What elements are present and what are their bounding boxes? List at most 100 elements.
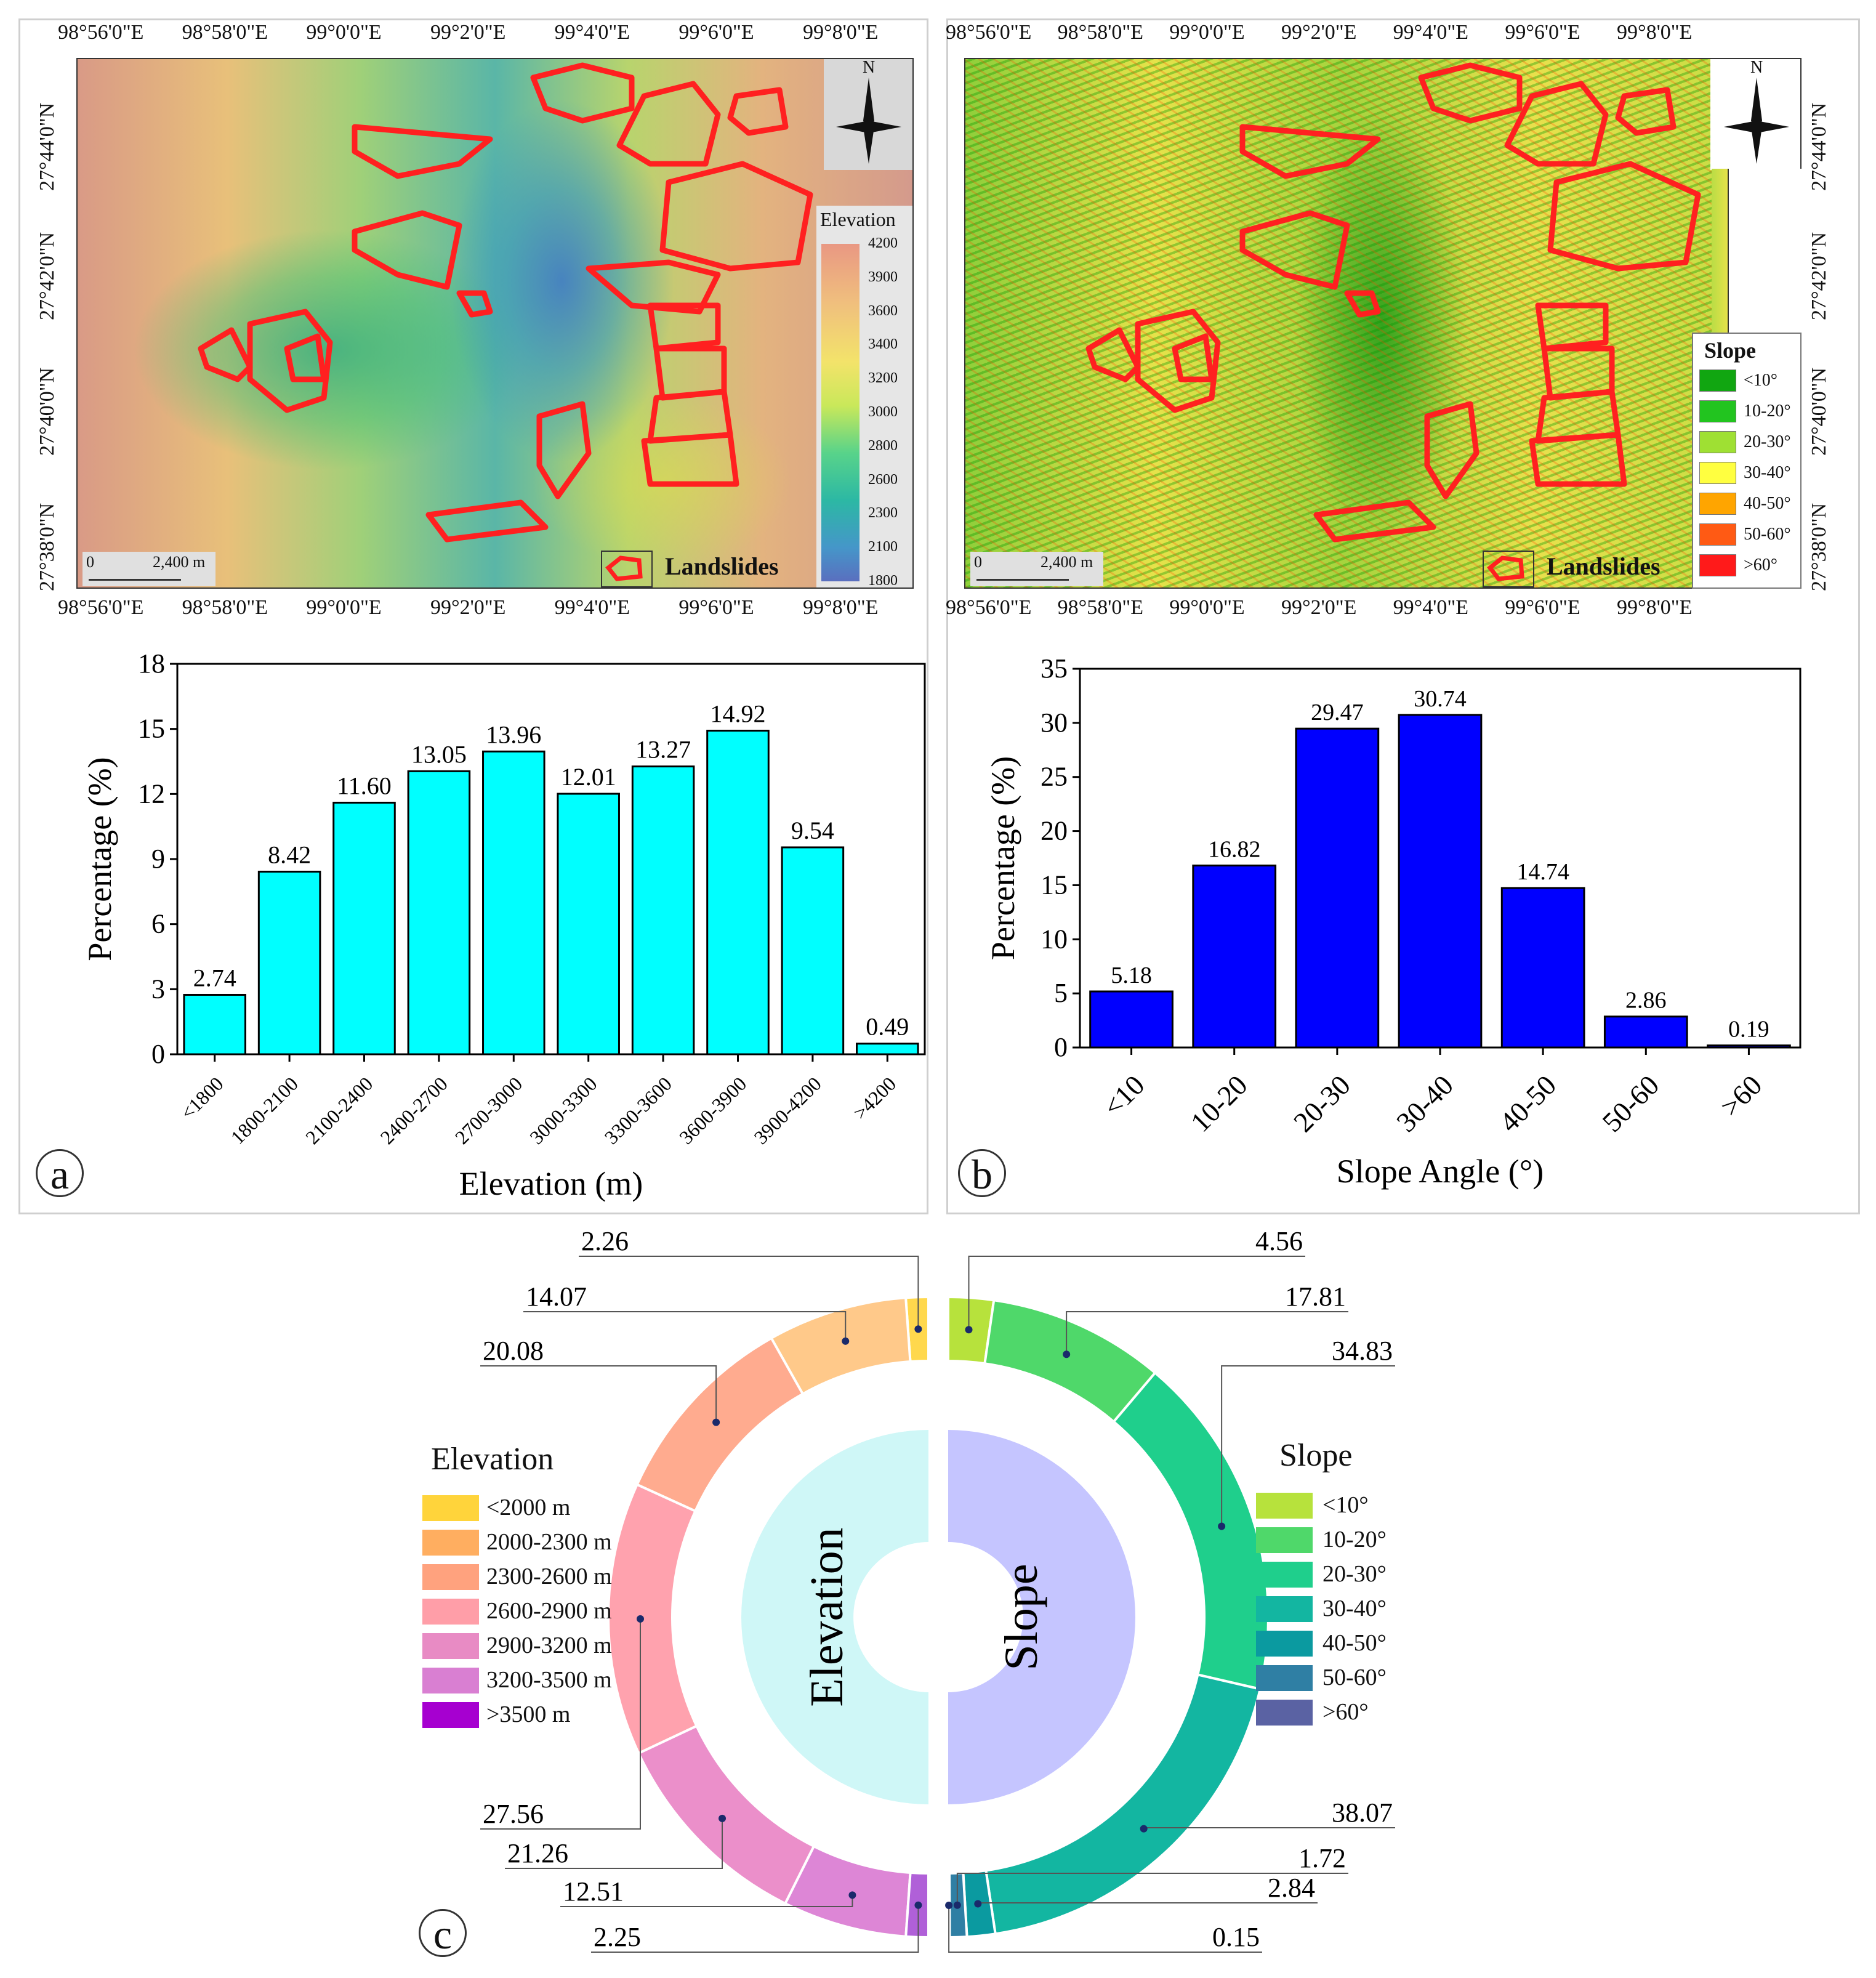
- bar: [706, 729, 770, 1056]
- panel-label-a: a: [36, 1149, 84, 1198]
- lon-tick-label-bottom: 99°4'0"E: [1393, 596, 1469, 619]
- bar: [1603, 1015, 1688, 1049]
- x-axis-title: Slope Angle (°): [1337, 1153, 1544, 1190]
- category-label: >60: [1715, 1069, 1768, 1123]
- bar: [1089, 990, 1174, 1049]
- landslide-polygon: [536, 401, 592, 499]
- lat-tick-label: 27°38'0"N: [1808, 503, 1830, 591]
- slope-legend-swatch: [1256, 1700, 1313, 1726]
- elevation-legend-value: 3200: [868, 370, 898, 387]
- lon-tick-label-top: 98°58'0"E: [1057, 21, 1144, 44]
- lon-tick-label-top: 99°4'0"E: [554, 21, 630, 44]
- slope-legend-swatch: [1256, 1493, 1313, 1519]
- category-label: 3300-3600: [600, 1072, 677, 1148]
- category-label: 20-30: [1287, 1069, 1356, 1138]
- left-leader-line: [560, 1895, 853, 1907]
- lon-tick-label-bottom: 98°58'0"E: [182, 596, 268, 619]
- scale-left: 0: [86, 553, 94, 571]
- slope-legend-label: 40-50°: [1322, 1630, 1387, 1656]
- category-label: <1800: [176, 1072, 227, 1123]
- bar-value-label: 5.18: [1111, 963, 1152, 988]
- landslide-polygon: [352, 124, 493, 179]
- lat-tick-label: 27°42'0"N: [1808, 232, 1830, 320]
- left-value-label: 2.25: [594, 1922, 641, 1952]
- panel-label-b: b: [958, 1149, 1006, 1198]
- bar-value-label: 13.27: [635, 736, 691, 764]
- north-label: N: [863, 58, 876, 77]
- right-leader-line: [968, 1256, 1305, 1330]
- y-tick-label: 9: [151, 844, 165, 874]
- right-value-label: 38.07: [1332, 1798, 1393, 1828]
- landslides-label: Landslides: [665, 552, 779, 580]
- right-leader-dot: [965, 1326, 973, 1334]
- slope-legend-label: 10-20°: [1322, 1527, 1387, 1552]
- slope-legend-label: >60°: [1744, 555, 1777, 575]
- bar: [1707, 1044, 1791, 1049]
- bar: [482, 750, 545, 1056]
- lon-tick-label-bottom: 98°58'0"E: [1057, 596, 1144, 619]
- left-value-label: 12.51: [563, 1876, 624, 1907]
- slope-legend-swatch: [1699, 462, 1736, 484]
- slope-legend-label: 50-60°: [1744, 525, 1791, 544]
- y-tick-label: 0: [151, 1039, 165, 1069]
- right-ring-segment: [1112, 1371, 1270, 1691]
- slope-legend: Slope <10° 10-20° 20-30° 30-40° 40-50° 50-60°…: [1692, 333, 1802, 589]
- category-label: <10: [1097, 1069, 1151, 1123]
- panel-label-c: c: [419, 1909, 467, 1958]
- y-tick-label: 5: [1054, 978, 1068, 1008]
- bar-value-label: 29.47: [1311, 700, 1364, 725]
- right-leader-dot: [945, 1901, 953, 1909]
- slope-legend-swatch: [1256, 1596, 1313, 1622]
- right-value-label: 4.56: [1255, 1226, 1303, 1256]
- elevation-core: [741, 1430, 928, 1804]
- landslide-symbol-icon: [1487, 555, 1524, 581]
- elevation-bar-chart: 0 3 6 9 12 15 18 2.74 <1800 8.42 1800-2100 11.60 210…: [81, 648, 926, 1202]
- elevation-legend-value: 3600: [868, 302, 898, 319]
- lon-tick-label-top: 99°8'0"E: [1617, 21, 1693, 44]
- slope-legend-label: >60°: [1322, 1699, 1369, 1725]
- right-value-label: 2.84: [1268, 1873, 1315, 1903]
- right-value-label: 0.15: [1212, 1922, 1260, 1952]
- left-leader-dot: [914, 1901, 922, 1909]
- bar-value-label: 9.54: [791, 817, 834, 844]
- bar: [1398, 714, 1483, 1049]
- elevation-legend-label: 3200-3500 m: [486, 1667, 612, 1693]
- lon-tick-label-top: 99°4'0"E: [1393, 21, 1469, 44]
- y-tick-label: 25: [1041, 762, 1068, 792]
- y-axis-title: Percentage (%): [984, 756, 1021, 960]
- landslide-polygon: [586, 259, 721, 315]
- elevation-center-label: Elevation: [801, 1527, 853, 1706]
- bar-value-label: 8.42: [268, 841, 311, 868]
- elevation-legend-swatch: [422, 1668, 479, 1693]
- landslide-polygons: [198, 62, 813, 543]
- landslides-label-b: Landslides: [1547, 552, 1661, 580]
- y-tick-label: 3: [151, 974, 165, 1004]
- left-leader-dot: [719, 1814, 727, 1822]
- slope-map: 0 2,400 m Landslides: [964, 58, 1724, 589]
- y-tick-label: 15: [1041, 870, 1068, 900]
- bar-value-label: 2.86: [1625, 988, 1667, 1014]
- right-leader-line: [1066, 1311, 1348, 1355]
- slope-legend-title: Slope: [1704, 338, 1757, 363]
- legend-title: Elevation: [820, 208, 896, 230]
- landslide-polygon: [198, 327, 253, 382]
- left-value-label: 27.56: [483, 1799, 544, 1829]
- left-leader-dot: [712, 1418, 720, 1426]
- left-leader-dot: [914, 1325, 922, 1333]
- north-label-b: N: [1750, 58, 1763, 77]
- lon-tick-label-top: 99°8'0"E: [803, 21, 879, 44]
- landslide-polygon: [616, 81, 721, 167]
- lat-tick-label: 27°44'0"N: [1808, 102, 1830, 191]
- elevation-legend-label: 2900-3200 m: [486, 1633, 612, 1658]
- elevation-legend-label: 2000-2300 m: [486, 1529, 612, 1555]
- elevation-legend: Elevation 4200 3900 3600 3400 3200 3000 2800 26…: [816, 206, 912, 587]
- lon-tick-label-bottom: 99°0'0"E: [306, 596, 382, 619]
- bar: [631, 765, 695, 1056]
- slope-legend-label: 50-60°: [1322, 1665, 1387, 1690]
- slope-core: [948, 1430, 1135, 1804]
- y-tick-label: 12: [138, 778, 165, 809]
- elevation-legend-swatch: [422, 1495, 479, 1521]
- compass-icon: [1724, 78, 1789, 164]
- left-value-label: 2.26: [581, 1226, 629, 1256]
- bar-value-label: 11.60: [337, 772, 392, 799]
